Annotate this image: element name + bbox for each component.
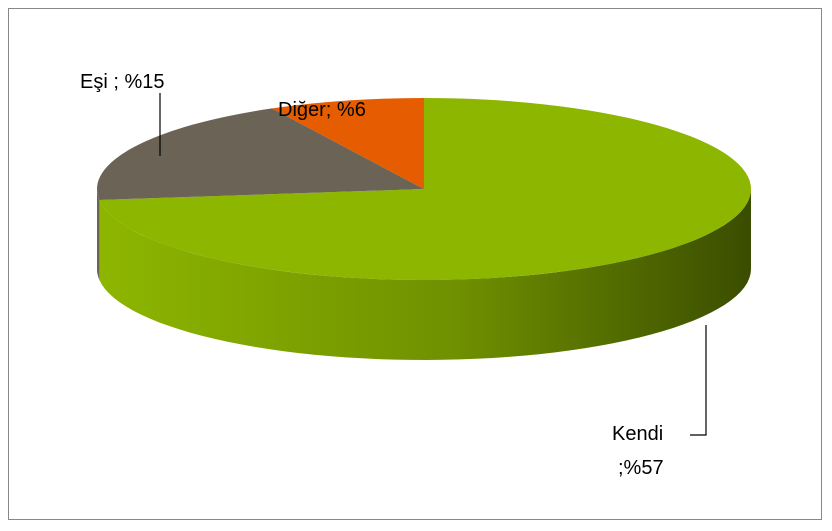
data-label: Diğer; %6 — [278, 99, 366, 121]
slice — [99, 98, 751, 280]
data-label: Kendi — [612, 423, 663, 445]
pie — [97, 98, 751, 360]
slice — [272, 98, 424, 189]
slice — [97, 108, 424, 200]
data-label: Eşi ; %15 — [80, 71, 164, 93]
slice-side — [99, 189, 751, 360]
leader-line — [690, 325, 707, 436]
slice-side — [97, 189, 100, 280]
data-label: ;%57 — [618, 457, 664, 479]
